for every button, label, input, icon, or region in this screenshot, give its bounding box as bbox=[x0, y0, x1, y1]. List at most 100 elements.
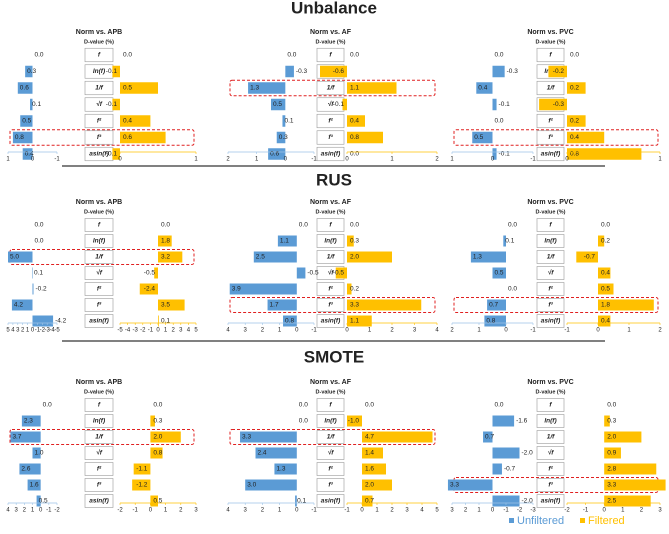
data-label-filtered: 0.0 bbox=[350, 222, 359, 229]
subplot-title: Norm vs. APB bbox=[76, 29, 122, 36]
data-label-filtered: 3.3 bbox=[607, 482, 616, 489]
subplot-subtitle: D-value (%) bbox=[536, 389, 566, 395]
tick-label-left: 3 bbox=[244, 508, 248, 514]
tick-label-right: 3 bbox=[413, 328, 417, 334]
highlight-box bbox=[9, 429, 195, 445]
bar-unfiltered bbox=[12, 131, 33, 144]
data-label-unfiltered: -0.1 bbox=[499, 101, 511, 108]
tick-label-left: -1 bbox=[503, 508, 509, 514]
tick-label-right: 1 bbox=[390, 157, 394, 163]
tick-label-right: 0 bbox=[603, 508, 607, 514]
data-label-unfiltered: 0.7 bbox=[485, 434, 494, 441]
data-label-filtered: 2.0 bbox=[350, 254, 359, 261]
subplot-title: Norm vs. PVC bbox=[527, 199, 573, 206]
feature-label: ln(f) bbox=[93, 68, 105, 75]
tick-label-right: 0 bbox=[565, 157, 569, 163]
tick-label-right: 2 bbox=[640, 508, 644, 514]
tick-label-left: 0 bbox=[295, 508, 299, 514]
data-label-filtered: 0.8 bbox=[153, 450, 162, 457]
tick-label-right: 2 bbox=[179, 508, 183, 514]
feature-label-box bbox=[536, 146, 565, 162]
feature-label: 1/f bbox=[327, 434, 335, 441]
data-label-unfiltered: 2.5 bbox=[256, 254, 265, 261]
tick-label-left: -1 bbox=[311, 328, 317, 334]
feature-label: 1/f bbox=[95, 254, 103, 261]
bar-unfiltered bbox=[295, 495, 297, 507]
bar-filtered bbox=[347, 251, 392, 263]
feature-label: asin(f) bbox=[89, 151, 109, 158]
tick-label-right: 1 bbox=[164, 508, 168, 514]
feature-label: f bbox=[98, 222, 101, 229]
bar-unfiltered bbox=[27, 479, 41, 491]
tick-label-right: 0 bbox=[345, 328, 349, 334]
bar-unfiltered bbox=[36, 495, 41, 507]
tick-label-right: 1 bbox=[194, 157, 198, 163]
highlight-box bbox=[229, 297, 436, 313]
bar-unfiltered bbox=[283, 315, 297, 327]
feature-label-box bbox=[84, 266, 114, 280]
data-label-filtered: 0.2 bbox=[601, 238, 610, 245]
feature-label: √f bbox=[96, 449, 103, 457]
tick-label-left: -1 bbox=[54, 157, 60, 163]
feature-label: asin(f) bbox=[321, 318, 341, 325]
feature-label-box bbox=[536, 218, 565, 232]
feature-label: 1/f bbox=[95, 434, 103, 441]
bar-unfiltered bbox=[19, 463, 41, 475]
bar-filtered bbox=[604, 431, 642, 443]
feature-label-box bbox=[536, 398, 565, 412]
feature-label-box bbox=[316, 130, 345, 145]
feature-label-box bbox=[84, 462, 114, 476]
feature-label: asin(f) bbox=[541, 151, 561, 158]
data-label-unfiltered: -4.2 bbox=[55, 318, 67, 325]
feature-label-box bbox=[536, 250, 565, 264]
data-label-filtered: 1.6 bbox=[365, 466, 374, 473]
bar-filtered bbox=[150, 495, 158, 507]
feature-label: asin(f) bbox=[541, 498, 561, 505]
bar-filtered bbox=[347, 283, 352, 295]
bar-unfiltered bbox=[492, 98, 497, 111]
data-label-filtered: 0.6 bbox=[123, 134, 132, 141]
bar-unfiltered bbox=[8, 251, 33, 263]
feature-label: asin(f) bbox=[321, 151, 341, 158]
data-label-filtered: 0.5 bbox=[153, 498, 162, 505]
feature-label-box bbox=[316, 146, 345, 162]
tick-label-left: 2 bbox=[23, 508, 27, 514]
data-label-filtered: 0.2 bbox=[570, 118, 579, 125]
tick-label-left: 5 bbox=[6, 328, 10, 334]
tick-label-right: 0 bbox=[596, 328, 600, 334]
bar-unfiltered bbox=[32, 315, 54, 327]
tick-label-right: -1 bbox=[133, 508, 139, 514]
tick-label-right: -1 bbox=[148, 328, 154, 334]
bar-unfiltered bbox=[255, 447, 297, 459]
bar-filtered bbox=[120, 131, 166, 144]
data-label-unfiltered: 3.3 bbox=[450, 482, 459, 489]
feature-label-box bbox=[84, 234, 114, 248]
data-label-filtered: -1.0 bbox=[348, 418, 360, 425]
feature-label: 1/f bbox=[547, 254, 555, 261]
feature-label-box bbox=[84, 130, 114, 145]
tick-label-left: 4 bbox=[6, 508, 10, 514]
data-label-unfiltered: 0.0 bbox=[35, 222, 44, 229]
data-label-filtered: -0.1 bbox=[106, 68, 118, 75]
tick-label-left: 2 bbox=[226, 157, 230, 163]
bar-filtered bbox=[598, 235, 605, 247]
bar-filtered bbox=[320, 65, 347, 78]
bar-unfiltered bbox=[240, 431, 297, 443]
tick-label-left: 0 bbox=[491, 508, 495, 514]
data-label-unfiltered: 0.0 bbox=[508, 286, 517, 293]
feature-label: f³ bbox=[97, 134, 102, 141]
feature-label-box bbox=[316, 47, 345, 63]
tick-label-left: 2 bbox=[261, 328, 265, 334]
tick-label-left: 0 bbox=[491, 157, 495, 163]
data-label-filtered: 0.3 bbox=[607, 418, 616, 425]
data-label-filtered: 1.8 bbox=[161, 238, 170, 245]
highlight-box bbox=[229, 79, 436, 97]
feature-label: ln(f) bbox=[544, 418, 556, 425]
data-label-unfiltered: 0.5 bbox=[22, 118, 31, 125]
bar-unfiltered bbox=[492, 65, 505, 78]
bar-filtered bbox=[539, 98, 567, 111]
data-label-filtered: 2.8 bbox=[607, 466, 616, 473]
tick-label-left: 1 bbox=[6, 157, 10, 163]
data-label-unfiltered: 3.3 bbox=[242, 434, 251, 441]
feature-label-box bbox=[536, 462, 565, 476]
